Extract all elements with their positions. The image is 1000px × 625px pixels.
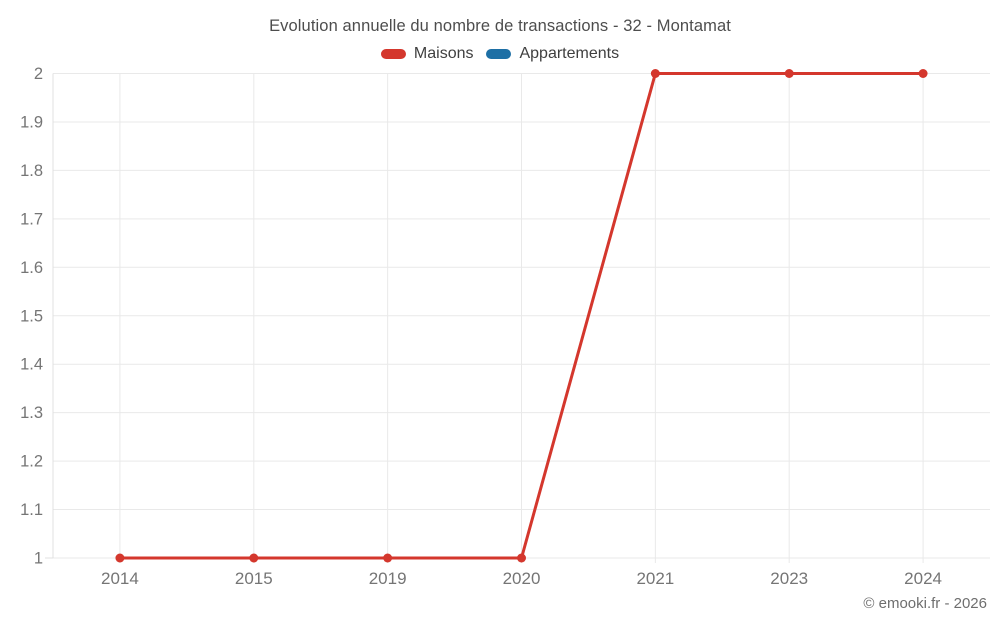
x-tick-label: 2024 xyxy=(904,569,942,588)
x-tick-label: 2019 xyxy=(369,569,407,588)
data-point-marker[interactable] xyxy=(650,69,660,78)
legend-item-maisons[interactable]: Maisons xyxy=(380,45,474,63)
y-tick-label: 1.9 xyxy=(20,113,43,131)
legend-label-maisons: Maisons xyxy=(413,45,474,62)
y-tick-label: 1.7 xyxy=(20,210,43,228)
y-tick-label: 1 xyxy=(34,550,43,568)
legend: Maisons Appartements xyxy=(0,45,1000,63)
copyright: © emooki.fr - 2026 xyxy=(863,595,987,612)
y-tick-label: 1.1 xyxy=(20,501,43,519)
y-tick-label: 1.3 xyxy=(20,404,43,422)
data-point-marker[interactable] xyxy=(115,553,125,563)
data-point-marker[interactable] xyxy=(383,553,393,563)
x-tick-label: 2020 xyxy=(503,569,541,588)
x-tick-label: 2015 xyxy=(235,569,273,588)
x-tick-label: 2023 xyxy=(770,569,808,588)
legend-item-appartements[interactable]: Appartements xyxy=(486,45,619,63)
y-tick-label: 1.6 xyxy=(20,259,43,277)
legend-swatch-maisons-icon xyxy=(380,49,406,59)
data-point-marker[interactable] xyxy=(517,553,526,563)
y-tick-label: 1.8 xyxy=(20,162,43,180)
y-tick-label: 2 xyxy=(34,65,43,83)
data-point-marker[interactable] xyxy=(918,69,928,78)
data-point-marker[interactable] xyxy=(784,69,794,78)
y-tick-label: 1.4 xyxy=(20,356,43,374)
legend-label-appartements: Appartements xyxy=(519,45,620,62)
chart-title: Evolution annuelle du nombre de transact… xyxy=(269,17,731,35)
data-point-marker[interactable] xyxy=(249,553,259,563)
x-tick-label: 2021 xyxy=(636,569,674,588)
y-tick-label: 1.2 xyxy=(20,453,43,471)
x-tick-label: 2014 xyxy=(101,569,139,588)
legend-swatch-appartements-icon xyxy=(486,49,512,59)
y-tick-label: 1.5 xyxy=(20,307,43,325)
